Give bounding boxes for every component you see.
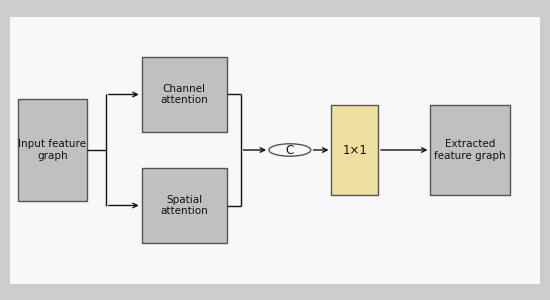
Text: Channel
attention: Channel attention [161,84,208,105]
Text: Extracted
feature graph: Extracted feature graph [434,139,506,161]
Bar [331,105,378,195]
Bar [142,57,227,132]
Bar [18,99,87,201]
Bar [430,105,510,195]
Ellipse shape [269,144,311,156]
Text: Spatial
attention: Spatial attention [161,195,208,216]
Text: C: C [286,143,294,157]
Text: 1×1: 1×1 [342,143,367,157]
Bar [142,168,227,243]
Text: Input feature
graph: Input feature graph [18,139,86,161]
Bar [10,16,540,283]
